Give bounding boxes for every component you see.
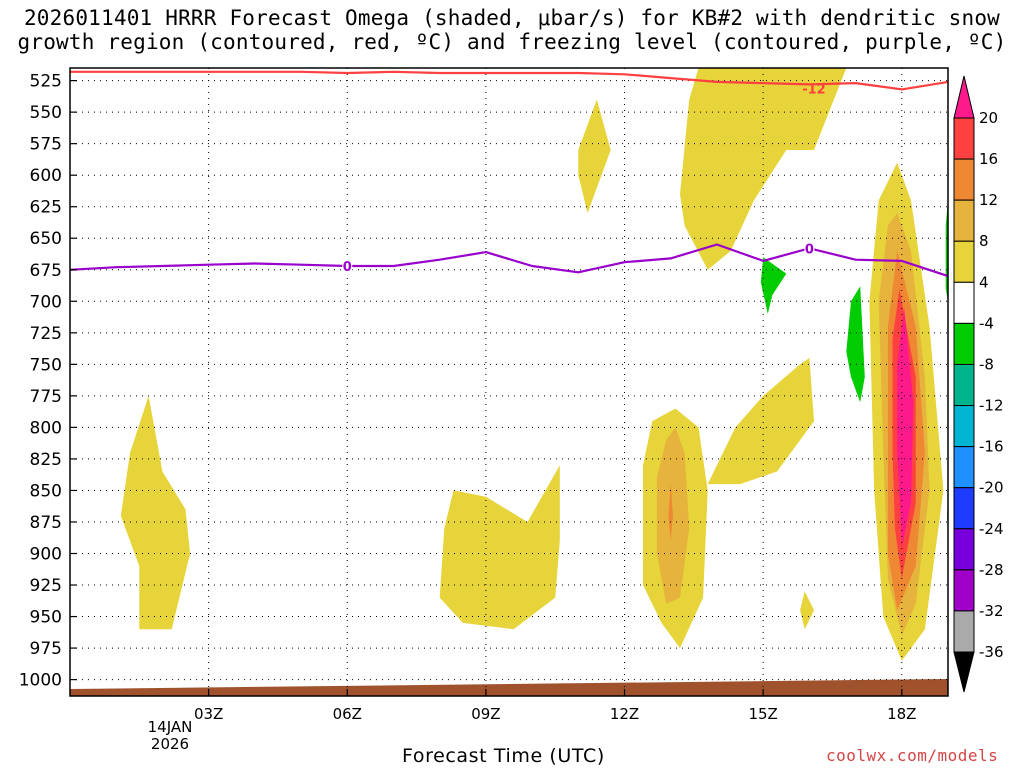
colorbar-label: 8: [979, 232, 989, 250]
colorbar-bottom-arrow: [953, 651, 975, 693]
freezing-level-label: 0: [343, 260, 352, 275]
y-tick-label: 925: [30, 576, 62, 596]
contour-label-bg: [342, 257, 353, 273]
contour-lines: 0 0 -12: [69, 70, 949, 278]
omega-region-plus-4 to 8: [120, 395, 191, 630]
y-tick-label: 975: [30, 639, 62, 659]
colorbar-label: -36: [979, 643, 1004, 661]
colorbar: 20 16 12 8 4 -4 -8 -12 -16 -20 -24 -28 -32 -36: [953, 75, 1004, 693]
freezing-level-label: 0: [805, 242, 814, 257]
colorbar-label: 12: [979, 191, 998, 209]
y-tick-label: 775: [30, 387, 62, 407]
plot-frame: [69, 67, 949, 697]
y-tick-label: 525: [30, 72, 62, 92]
omega-region-plus-8 to 12: [656, 427, 690, 604]
omega-shading: [120, 68, 948, 661]
y-tick-label: 900: [30, 545, 62, 565]
date-label: 14JAN 2026: [130, 719, 210, 753]
colorbar-label: -16: [979, 438, 1004, 456]
x-tick-label: 06Z: [333, 705, 362, 723]
colorbar-segment: [953, 446, 975, 489]
chart-title-line-2: growth region (contoured, red, ºC) and f…: [17, 30, 1007, 54]
y-tick-label: 800: [30, 418, 62, 438]
y-tick-label: 725: [30, 324, 62, 344]
colorbar-segment: [953, 240, 975, 283]
y-axis: 525 550 575 600 625 650 675 700 725 750 775 800 825 8…: [19, 72, 77, 691]
x-tick-label: 15Z: [748, 705, 777, 723]
omega-region-plus-20: [897, 307, 914, 548]
omega-region-plus-4 to 8: [680, 68, 847, 270]
colorbar-segment: [953, 610, 975, 653]
contour-label-bg: [804, 240, 815, 256]
credit-link[interactable]: coolwx.com/models: [826, 746, 999, 765]
y-tick-label: 675: [30, 261, 62, 281]
y-tick-label: 875: [30, 513, 62, 533]
y-tick-label: 700: [30, 292, 62, 312]
colorbar-segment: [953, 117, 975, 160]
y-tick-label: 625: [30, 198, 62, 218]
colorbar-label: -20: [979, 479, 1004, 497]
colorbar-segment: [953, 199, 975, 242]
grid: [70, 68, 948, 696]
colorbar-segment: [953, 363, 975, 407]
colorbar-segment: [953, 281, 975, 324]
colorbar-label: 4: [979, 273, 989, 291]
omega-region-plus-4 to 8: [439, 465, 560, 630]
y-tick-label: 575: [30, 135, 62, 155]
omega-region-plus-12 to 16: [668, 484, 673, 541]
colorbar-top-arrow: [953, 75, 975, 119]
terrain-band: [70, 679, 948, 696]
contour-line-freezing-level: [69, 243, 949, 278]
y-tick-label: 1000: [19, 671, 62, 691]
omega-region-plus-4 to 8: [578, 99, 611, 213]
x-tick-label: 18Z: [887, 705, 916, 723]
omega-region-minus-4 to 8: [846, 286, 865, 403]
chart-title: 2026011401 HRRR Forecast Omega (shaded, …: [0, 6, 1024, 54]
date-label-year: 2026: [150, 735, 190, 753]
contour-line-dgz: [70, 70, 949, 91]
x-tick-label: 12Z: [610, 705, 639, 723]
colorbar-label: -8: [979, 355, 994, 373]
dgz-label: -12: [802, 82, 826, 97]
x-axis-label: Forecast Time (UTC): [402, 745, 605, 767]
y-tick-label: 825: [30, 450, 62, 470]
colorbar-label: -4: [979, 314, 994, 332]
terrain-layer: [70, 679, 948, 696]
colorbar-segment: [953, 322, 975, 365]
colorbar-segment: [953, 569, 975, 612]
colorbar-segment: [953, 487, 975, 530]
colorbar-label: 20: [979, 109, 998, 127]
y-tick-label: 950: [30, 608, 62, 628]
colorbar-label: -28: [979, 561, 1004, 579]
x-tick-label: 03Z: [194, 705, 223, 723]
colorbar-segment: [953, 405, 975, 448]
omega-region-plus-4 to 8: [800, 591, 814, 630]
colorbar-label: -24: [979, 520, 1004, 538]
y-tick-label: 750: [30, 355, 62, 375]
x-tick-label: 09Z: [471, 705, 500, 723]
x-axis: 03Z 06Z 09Z 12Z 15Z 18Z: [194, 689, 916, 723]
colorbar-label: -12: [979, 397, 1004, 415]
omega-region-plus-4 to 8: [707, 358, 814, 485]
y-tick-label: 650: [30, 229, 62, 249]
colorbar-segment: [953, 158, 975, 201]
colorbar-segment: [953, 528, 975, 571]
omega-region-minus-4 to 8: [760, 257, 787, 314]
date-label-day: 14JAN: [147, 718, 193, 736]
colorbar-label: -32: [979, 602, 1004, 620]
y-tick-label: 550: [30, 103, 62, 123]
y-tick-label: 600: [30, 166, 62, 186]
y-tick-label: 850: [30, 481, 62, 501]
chart-title-line-1: 2026011401 HRRR Forecast Omega (shaded, …: [23, 6, 1001, 30]
colorbar-label: 16: [979, 150, 998, 168]
